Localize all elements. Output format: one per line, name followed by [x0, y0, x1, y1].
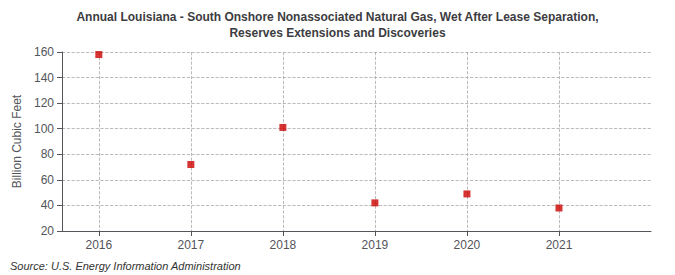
- svg-text:Reserves Extensions and Discov: Reserves Extensions and Discoveries: [229, 26, 445, 40]
- svg-text:2016: 2016: [85, 238, 112, 252]
- svg-text:2019: 2019: [362, 238, 389, 252]
- svg-text:120: 120: [34, 96, 54, 110]
- svg-text:100: 100: [34, 122, 54, 136]
- svg-text:140: 140: [34, 71, 54, 85]
- svg-text:2020: 2020: [454, 238, 481, 252]
- svg-text:2018: 2018: [270, 238, 297, 252]
- svg-text:Source: U.S. Energy Informatio: Source: U.S. Energy Information Administ…: [10, 260, 241, 272]
- svg-text:160: 160: [34, 45, 54, 59]
- svg-text:80: 80: [41, 147, 55, 161]
- svg-text:20: 20: [41, 224, 55, 238]
- svg-text:2017: 2017: [177, 238, 204, 252]
- svg-text:60: 60: [41, 173, 55, 187]
- svg-text:2021: 2021: [546, 238, 573, 252]
- svg-text:40: 40: [41, 198, 55, 212]
- svg-text:Annual Louisiana - South Onsho: Annual Louisiana - South Onshore Nonasso…: [76, 10, 598, 24]
- svg-text:Billion Cubic Feet: Billion Cubic Feet: [10, 94, 24, 188]
